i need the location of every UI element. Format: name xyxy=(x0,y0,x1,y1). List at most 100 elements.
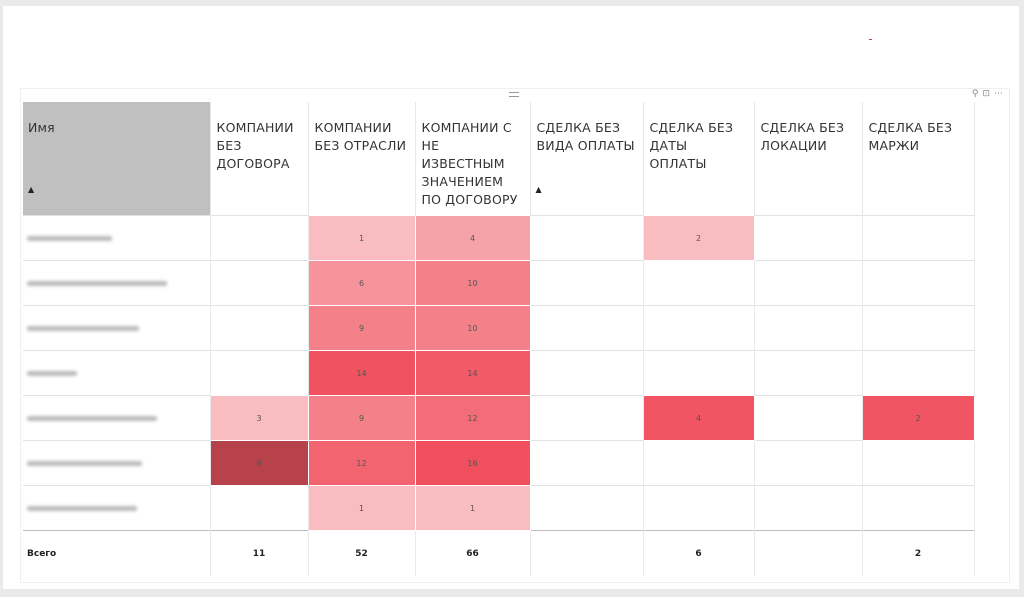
value-cell[interactable] xyxy=(754,350,863,396)
column-header[interactable]: СДЕЛКА БЕЗ ВИДА ОПЛАТЫ ▲ xyxy=(530,102,644,216)
table-row: 14 14 xyxy=(23,350,975,396)
redacted-name xyxy=(27,325,139,331)
row-name-cell[interactable] xyxy=(23,305,211,351)
value-cell[interactable] xyxy=(210,305,309,351)
focus-mode-icon[interactable]: ⊡ xyxy=(982,89,990,99)
value-cell[interactable] xyxy=(862,215,975,261)
column-header-name[interactable]: Имя ▲ xyxy=(23,102,211,216)
value-cell[interactable]: 2 xyxy=(642,215,755,261)
value-cell[interactable] xyxy=(754,260,863,306)
redacted-name xyxy=(27,415,157,421)
value-cell[interactable] xyxy=(862,485,975,531)
value-cell[interactable]: 10 xyxy=(414,260,531,306)
redacted-name xyxy=(27,460,142,466)
value-cell[interactable]: 6 xyxy=(307,260,416,306)
value-cell[interactable] xyxy=(754,395,863,441)
sort-ascending-icon[interactable]: ▲ xyxy=(28,185,35,194)
total-label: Всего xyxy=(23,530,211,576)
report-canvas: ⚲ ⊡ ⋯ Имя ▲ КОМПАНИИ БЕЗ ДОГОВОРА КОМПАНИИ … xyxy=(3,6,1019,589)
value-cell[interactable]: 12 xyxy=(307,440,416,486)
column-header[interactable]: СДЕЛКА БЕЗ ЛОКАЦИИ xyxy=(754,102,863,216)
value-cell[interactable]: 1 xyxy=(307,215,416,261)
total-value: 52 xyxy=(308,530,416,576)
column-header-label: СДЕЛКА БЕЗ ДАТЫ ОПЛАТЫ xyxy=(649,120,734,171)
redacted-name xyxy=(27,370,77,376)
matrix-visual[interactable]: ⚲ ⊡ ⋯ Имя ▲ КОМПАНИИ БЕЗ ДОГОВОРА КОМПАНИИ … xyxy=(20,88,1010,583)
table-row: 8 12 16 xyxy=(23,440,975,486)
column-header[interactable]: КОМПАНИИ С НЕ ИЗВЕСТНЫМ ЗНАЧЕНИЕМ ПО ДОГ… xyxy=(415,102,531,216)
value-cell[interactable] xyxy=(754,305,863,351)
pin-icon[interactable]: ⚲ xyxy=(971,89,979,99)
value-cell[interactable]: 14 xyxy=(307,350,416,396)
value-cell[interactable] xyxy=(530,485,644,531)
value-cell[interactable] xyxy=(754,440,863,486)
value-cell[interactable]: 1 xyxy=(414,485,531,531)
column-header-label: СДЕЛКА БЕЗ ЛОКАЦИИ xyxy=(760,120,845,153)
value-cell[interactable]: 12 xyxy=(414,395,531,441)
redacted-name xyxy=(27,235,112,241)
value-cell[interactable]: 2 xyxy=(861,395,975,441)
more-options-icon[interactable]: ⋯ xyxy=(994,89,1003,99)
value-cell[interactable]: 4 xyxy=(642,395,755,441)
value-cell[interactable]: 3 xyxy=(209,395,309,441)
drag-handle-icon[interactable] xyxy=(509,92,519,97)
value-cell[interactable] xyxy=(754,485,863,531)
column-header[interactable]: КОМПАНИИ БЕЗ ДОГОВОРА xyxy=(210,102,309,216)
row-name-cell[interactable] xyxy=(23,215,211,261)
value-cell[interactable] xyxy=(643,350,755,396)
table-row: 6 10 xyxy=(23,260,975,306)
total-value: 66 xyxy=(415,530,531,576)
value-cell[interactable] xyxy=(530,440,644,486)
value-cell[interactable] xyxy=(643,260,755,306)
value-cell[interactable] xyxy=(210,215,309,261)
value-cell[interactable] xyxy=(754,215,863,261)
value-cell[interactable]: 16 xyxy=(414,440,531,486)
column-header-label: КОМПАНИИ БЕЗ ДОГОВОРА xyxy=(216,120,294,171)
row-name-cell[interactable] xyxy=(23,440,211,486)
row-name-cell[interactable] xyxy=(23,350,211,396)
value-cell[interactable]: 8 xyxy=(209,440,309,486)
value-cell[interactable] xyxy=(530,395,644,441)
column-header-label: СДЕЛКА БЕЗ МАРЖИ xyxy=(868,120,953,153)
sort-ascending-icon[interactable]: ▲ xyxy=(535,185,542,194)
value-cell[interactable] xyxy=(530,215,644,261)
value-cell[interactable] xyxy=(210,350,309,396)
total-value: 11 xyxy=(210,530,309,576)
column-header[interactable]: СДЕЛКА БЕЗ ДАТЫ ОПЛАТЫ xyxy=(643,102,755,216)
total-value: 6 xyxy=(643,530,755,576)
row-name-cell[interactable] xyxy=(23,485,211,531)
value-cell[interactable] xyxy=(862,305,975,351)
value-cell[interactable]: 1 xyxy=(307,485,416,531)
column-header[interactable]: КОМПАНИИ БЕЗ ОТРАСЛИ xyxy=(308,102,416,216)
value-cell[interactable] xyxy=(643,440,755,486)
column-header-label: Имя xyxy=(28,120,55,135)
value-cell[interactable]: 4 xyxy=(414,215,531,261)
value-cell[interactable]: 10 xyxy=(414,305,531,351)
value-cell[interactable]: 9 xyxy=(307,305,416,351)
table-row: 3 9 12 4 2 xyxy=(23,395,975,441)
redacted-name xyxy=(27,505,137,511)
table-row: 9 10 xyxy=(23,305,975,351)
row-name-cell[interactable] xyxy=(23,260,211,306)
column-header[interactable]: СДЕЛКА БЕЗ МАРЖИ xyxy=(862,102,975,216)
value-cell[interactable] xyxy=(862,350,975,396)
total-value: 2 xyxy=(862,530,975,576)
value-cell[interactable]: 9 xyxy=(307,395,416,441)
value-cell[interactable] xyxy=(530,305,644,351)
column-header-label: СДЕЛКА БЕЗ ВИДА ОПЛАТЫ xyxy=(536,120,635,153)
value-cell[interactable] xyxy=(210,260,309,306)
row-name-cell[interactable] xyxy=(23,395,211,441)
column-header-label: КОМПАНИИ БЕЗ ОТРАСЛИ xyxy=(314,120,407,153)
value-cell[interactable] xyxy=(210,485,309,531)
value-cell[interactable] xyxy=(862,260,975,306)
column-header-label: КОМПАНИИ С НЕ ИЗВЕСТНЫМ ЗНАЧЕНИЕМ ПО ДОГ… xyxy=(421,120,518,207)
value-cell[interactable] xyxy=(643,485,755,531)
decoration-mark xyxy=(869,39,872,40)
value-cell[interactable] xyxy=(643,305,755,351)
value-cell[interactable]: 14 xyxy=(414,350,531,396)
matrix-table: Имя ▲ КОМПАНИИ БЕЗ ДОГОВОРА КОМПАНИИ БЕЗ ОТ… xyxy=(23,102,975,576)
value-cell[interactable] xyxy=(862,440,975,486)
total-value xyxy=(530,530,644,576)
value-cell[interactable] xyxy=(530,350,644,396)
value-cell[interactable] xyxy=(530,260,644,306)
